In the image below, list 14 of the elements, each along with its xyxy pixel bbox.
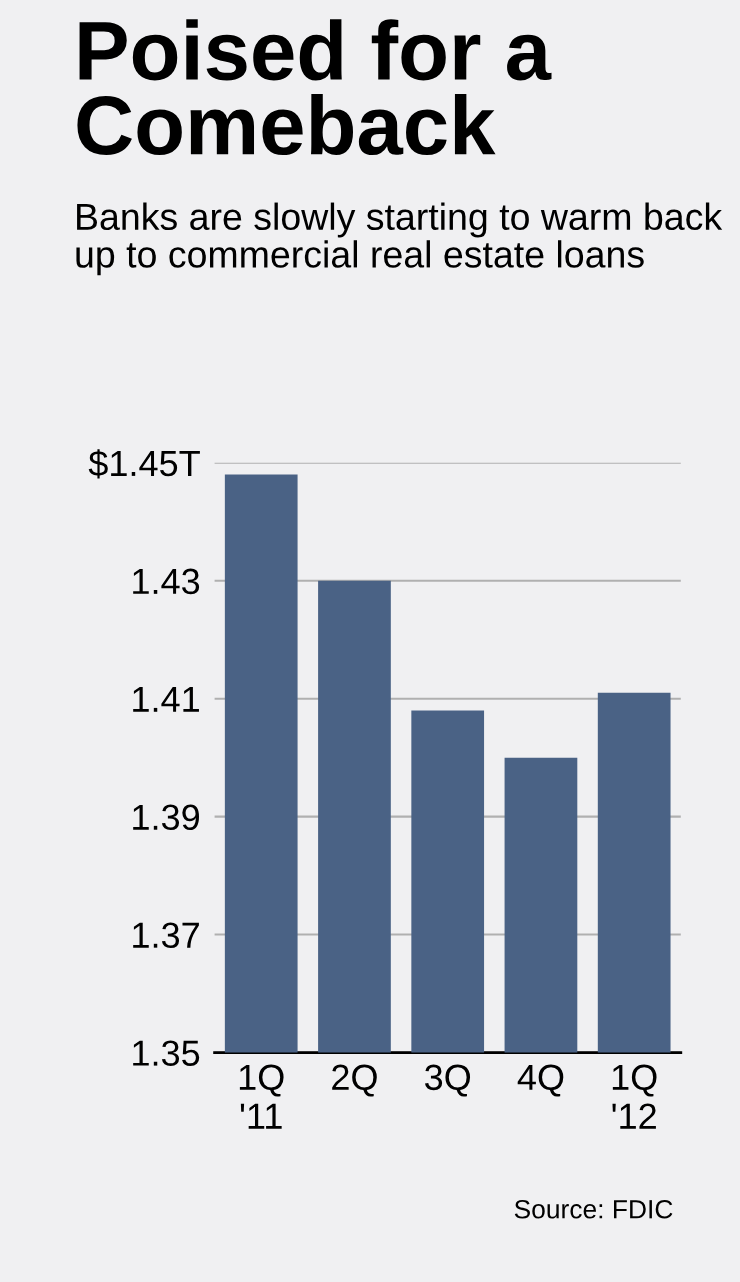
- y-tick-label: 1.35: [133, 1040, 200, 1066]
- y-tick-label: 1.37: [133, 922, 199, 949]
- x-tick-label: 2Q: [332, 1064, 377, 1097]
- chart-subtitle: Banks are slowly starting to warm back up to commercial real estate loans: [76, 202, 723, 276]
- chart-title: Poised for a Comeback: [77, 19, 552, 156]
- y-tick-label: 1.43: [133, 568, 200, 595]
- x-tick-label: 4Q: [517, 1064, 564, 1097]
- x-tick-label: 1Q '11: [239, 1064, 284, 1129]
- x-tick-label: 3Q: [424, 1064, 471, 1097]
- y-tick-label: $1.45T: [88, 449, 200, 479]
- y-tick-label: 1.41: [133, 686, 199, 712]
- x-tick-label: 1Q '12: [612, 1064, 657, 1129]
- y-tick-label: 1.39: [133, 804, 200, 831]
- source-note: Source: FDIC: [514, 1199, 673, 1219]
